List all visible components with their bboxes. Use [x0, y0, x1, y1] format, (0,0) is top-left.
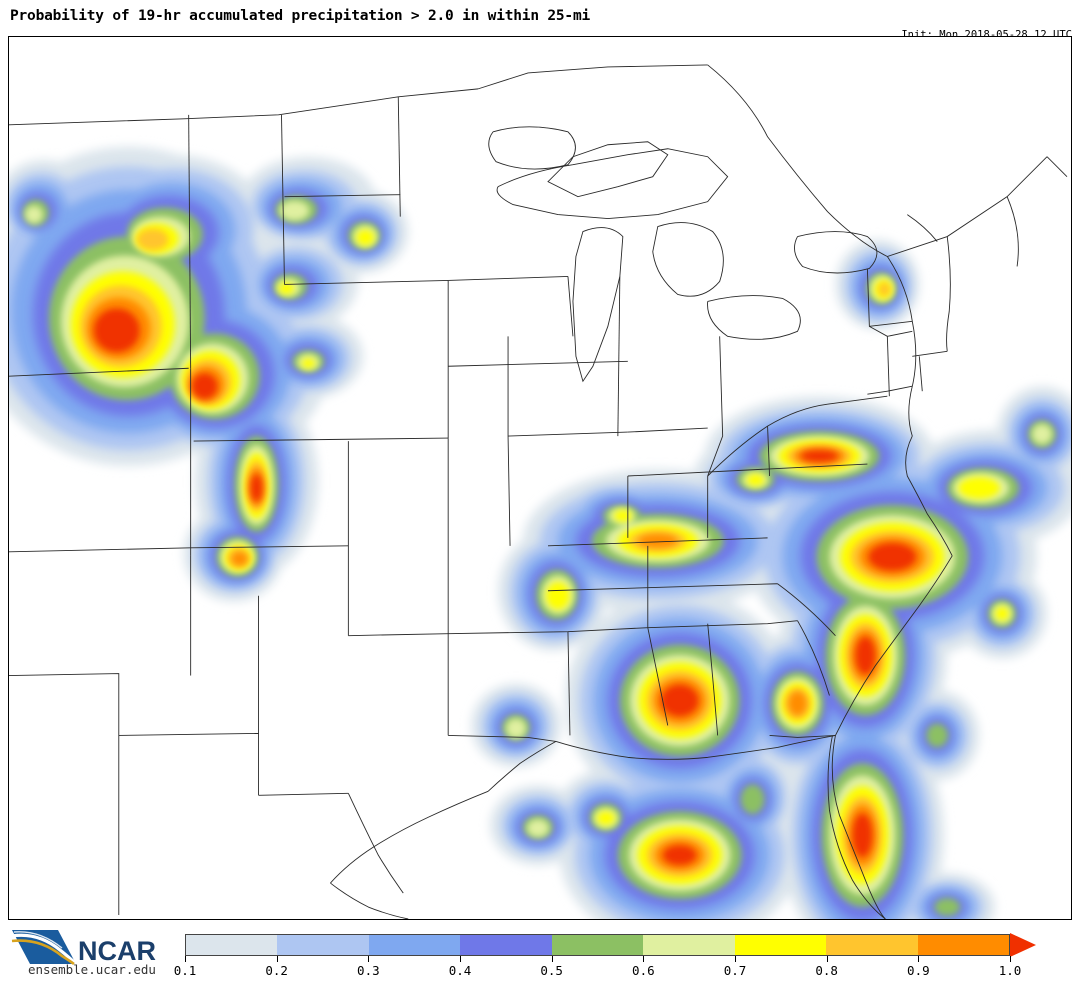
page-title: Probability of 19-hr accumulated precipi…: [10, 8, 591, 24]
colorbar-tick-4: [551, 956, 553, 962]
ncar-logo-graphic: NCAR: [11, 930, 156, 966]
colorbar[interactable]: [185, 933, 1036, 958]
footer-bar: NCAR ensemble.ucar.edu 0.1 0.2 0.3 0.4 0.5 0.…: [0, 922, 1080, 985]
ncar-logo[interactable]: NCAR ensemble.ucar.edu: [10, 926, 175, 978]
colorbar-band-6: [734, 935, 827, 955]
colorbar-band-3: [460, 935, 552, 955]
colorbar-tick-5: [643, 956, 645, 962]
colorbar-band-1: [277, 935, 369, 955]
colorbar-tick-label-6: 0.7: [723, 963, 747, 978]
logo-accent-line: [13, 931, 63, 949]
colorbar-tick-1: [276, 956, 278, 962]
colorbar-tick-label-9: 1.0: [998, 963, 1022, 978]
logo-gold-swoosh: [11, 939, 75, 966]
colorbar-tick-9: [1010, 956, 1011, 962]
geographic-boundaries: [9, 64, 1068, 919]
colorbar-band-7: [826, 935, 918, 955]
colorbar-tick-8: [918, 956, 920, 962]
logo-wordmark: NCAR: [78, 936, 156, 966]
colorbar-band-4: [551, 935, 644, 955]
colorbar-tick-3: [460, 956, 461, 962]
colorbar-tick-label-8: 0.9: [907, 963, 930, 978]
colorbar-band-2: [368, 935, 461, 955]
colorbar-tick-6: [735, 956, 736, 962]
precipitation-probability-map[interactable]: [8, 36, 1072, 920]
colorbar-tick-label-4: 0.5: [540, 963, 563, 978]
colorbar-tick-0: [185, 956, 186, 962]
colorbar-band-8: [917, 935, 1009, 955]
colorbar-extend-arrow: [1010, 933, 1036, 957]
colorbar-ticks: 0.1 0.2 0.3 0.4 0.5 0.6 0.7 0.8 0.9 1.0: [174, 956, 1021, 982]
colorbar-tick-label-1: 0.2: [265, 963, 288, 978]
colorbar-tick-label-2: 0.3: [357, 963, 380, 978]
colorbar-tick-label-3: 0.4: [448, 963, 472, 978]
colorbar-band-0: [186, 935, 278, 955]
colorbar-tick-label-0: 0.1: [173, 963, 197, 978]
colorbar-bands: [185, 934, 1010, 956]
header-bar: Probability of 19-hr accumulated precipi…: [0, 0, 1080, 80]
logo-url[interactable]: ensemble.ucar.edu: [28, 962, 156, 977]
logo-white-swoosh: [11, 933, 78, 966]
colorbar-tick-label-7: 0.8: [815, 963, 838, 978]
colorbar-tick-label-5: 0.6: [632, 963, 655, 978]
probability-contour-field: [9, 146, 1071, 919]
map-canvas: [9, 37, 1071, 919]
colorbar-tick-7: [826, 956, 828, 962]
colorbar-tick-2: [368, 956, 370, 962]
colorbar-band-5: [643, 935, 735, 955]
